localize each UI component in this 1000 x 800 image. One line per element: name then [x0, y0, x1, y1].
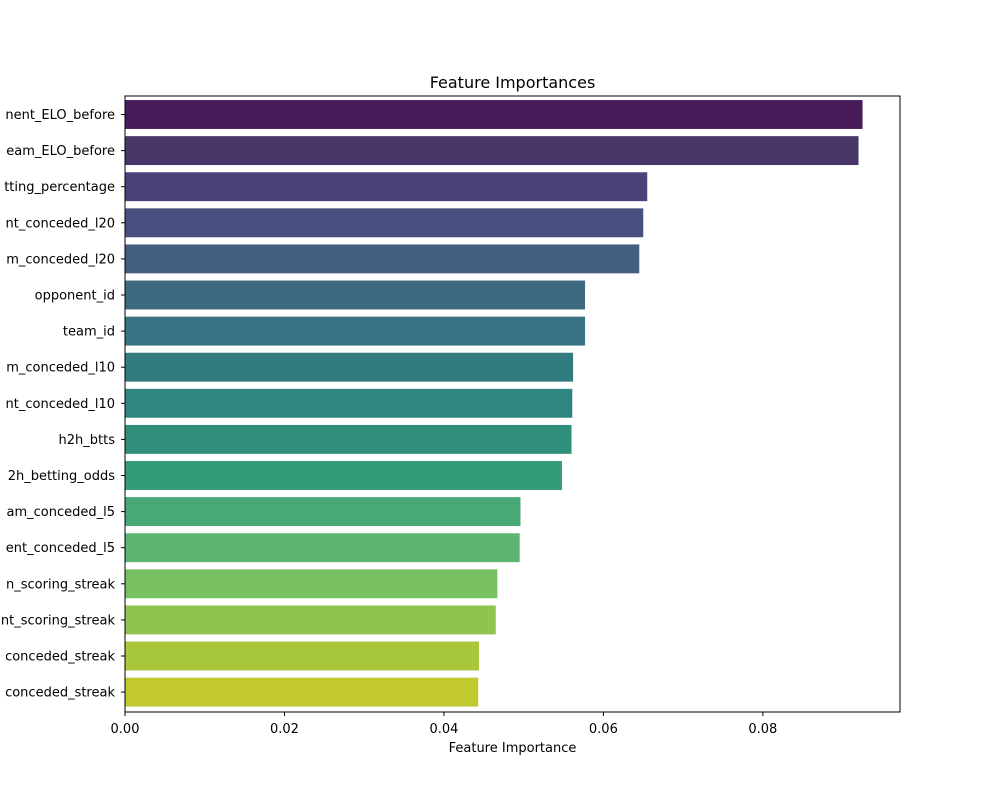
y-tick-label: am_conceded_l5 [6, 505, 115, 520]
y-tick-label: opponent_id [35, 289, 115, 304]
y-tick-label: nt_conceded_l10 [6, 397, 115, 412]
x-tick-label: 0.02 [270, 722, 299, 737]
y-tick-label: n_scoring_streak [6, 577, 115, 592]
x-axis-title: Feature Importance [449, 741, 577, 756]
bar [125, 605, 496, 635]
bar [125, 569, 498, 599]
y-tick-label: m_conceded_l10 [6, 361, 115, 376]
plot-area-frame [124, 95, 901, 713]
y-tick-label: nt_scoring_streak [1, 613, 116, 628]
y-tick-label: m_conceded_l20 [6, 252, 115, 267]
x-tick-label: 0.06 [589, 722, 618, 737]
bar [125, 497, 521, 527]
bar [125, 280, 586, 310]
x-tick-label: 0.00 [111, 722, 140, 737]
bar [125, 244, 640, 274]
bar [125, 136, 859, 166]
bar [125, 100, 863, 129]
y-tick-label: nt_conceded_l20 [6, 216, 115, 231]
x-tick-label: 0.04 [429, 722, 458, 737]
bar [125, 208, 644, 238]
y-tick-label: conceded_streak [5, 650, 115, 665]
bar [125, 641, 480, 671]
bars [125, 100, 863, 707]
chart-title: Feature Importances [430, 73, 596, 92]
y-axis: nent_ELO_before eam_ELO_before tting_perce… [1, 108, 125, 701]
bar [125, 352, 574, 382]
bar [125, 677, 479, 707]
y-tick-label: tting_percentage [4, 180, 115, 195]
y-tick-label: nent_ELO_before [5, 108, 115, 123]
x-axis: 0.00 0.02 0.04 0.06 0.08 [111, 712, 777, 737]
bar [125, 461, 562, 490]
bar [125, 533, 520, 563]
bar [125, 388, 573, 418]
bar [125, 172, 648, 202]
y-tick-label: eam_ELO_before [6, 144, 115, 159]
y-tick-label: 2h_betting_odds [8, 469, 116, 484]
x-tick-label: 0.08 [748, 722, 777, 737]
y-tick-label: h2h_btts [59, 433, 116, 448]
y-tick-label: team_id [63, 325, 115, 340]
bar [125, 316, 586, 346]
y-tick-label: conceded_streak [5, 686, 115, 701]
bar [125, 424, 572, 454]
y-tick-label: ent_conceded_l5 [6, 541, 115, 556]
